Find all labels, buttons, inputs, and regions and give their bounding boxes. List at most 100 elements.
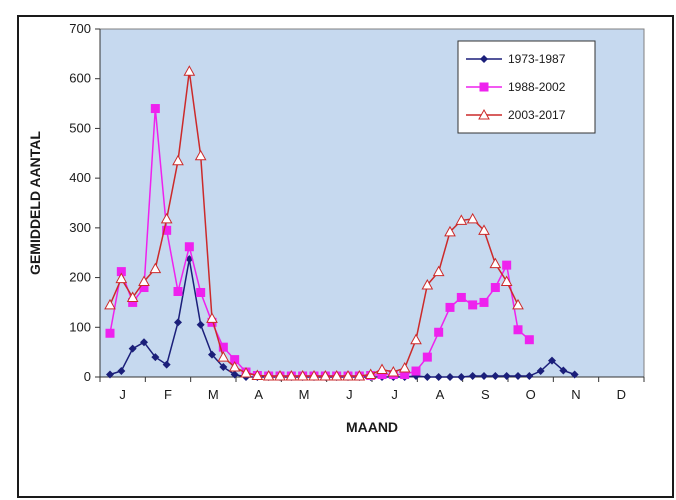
data-point bbox=[184, 242, 194, 252]
data-point bbox=[480, 55, 488, 63]
y-tick-label: 0 bbox=[84, 369, 91, 384]
data-point bbox=[173, 286, 183, 296]
legend-item: 1988-2002 bbox=[466, 80, 566, 94]
data-point bbox=[151, 353, 160, 362]
series-layer bbox=[104, 65, 579, 381]
data-point bbox=[489, 257, 502, 269]
data-point bbox=[285, 369, 298, 381]
data-point bbox=[196, 287, 206, 297]
data-point bbox=[387, 365, 400, 377]
data-point bbox=[139, 283, 149, 293]
data-point bbox=[230, 370, 239, 379]
data-point bbox=[174, 318, 182, 327]
data-point bbox=[400, 370, 410, 380]
data-point bbox=[206, 312, 218, 323]
data-point bbox=[514, 372, 522, 381]
x-tick-label: J bbox=[391, 387, 398, 402]
data-point bbox=[513, 325, 523, 335]
data-point bbox=[502, 372, 511, 381]
data-point bbox=[434, 373, 443, 381]
y-axis-title: GEMIDDELD AANTAL bbox=[27, 131, 43, 275]
data-point bbox=[480, 372, 488, 381]
data-point bbox=[217, 351, 230, 362]
x-tick-label: D bbox=[617, 387, 626, 402]
data-point bbox=[410, 333, 422, 345]
data-point bbox=[353, 369, 366, 381]
data-point bbox=[218, 342, 228, 352]
data-point bbox=[570, 370, 579, 379]
data-point bbox=[548, 356, 556, 365]
data-point bbox=[446, 373, 454, 381]
data-point bbox=[183, 65, 196, 76]
data-point bbox=[219, 363, 228, 372]
data-point bbox=[296, 369, 309, 381]
data-point bbox=[491, 372, 500, 381]
data-point bbox=[445, 302, 455, 312]
data-point bbox=[364, 368, 377, 380]
x-tick-label: A bbox=[254, 387, 263, 402]
x-tick-label: S bbox=[481, 387, 490, 402]
y-tick-label: 300 bbox=[69, 220, 91, 235]
y-tick-label: 100 bbox=[69, 319, 91, 334]
data-point bbox=[319, 369, 332, 381]
data-point bbox=[422, 352, 432, 362]
data-point bbox=[208, 350, 216, 359]
data-point bbox=[500, 275, 513, 287]
legend-item: 1973-1987 bbox=[466, 52, 566, 66]
data-point bbox=[502, 260, 512, 270]
data-point bbox=[115, 272, 128, 284]
x-tick-label: J bbox=[346, 387, 353, 402]
y-tick-label: 400 bbox=[69, 170, 91, 185]
data-point bbox=[230, 355, 240, 365]
x-tick-label: O bbox=[526, 387, 536, 402]
y-tick-label: 500 bbox=[69, 120, 91, 135]
data-point bbox=[116, 267, 126, 277]
x-axis-title: MAAND bbox=[346, 419, 398, 435]
legend: 1973-1987 1988-2002 2003-2017 bbox=[457, 40, 596, 134]
data-point bbox=[342, 369, 354, 381]
x-tick-label: M bbox=[208, 387, 219, 402]
legend-label: 1988-2002 bbox=[508, 80, 566, 94]
data-point bbox=[411, 366, 421, 376]
data-point bbox=[444, 225, 456, 237]
legend-label: 1973-1987 bbox=[508, 52, 566, 66]
data-point bbox=[468, 372, 477, 381]
data-point bbox=[398, 362, 411, 373]
x-tick-label: F bbox=[164, 387, 172, 402]
data-point bbox=[126, 291, 139, 302]
data-point bbox=[105, 328, 115, 338]
y-tick-label: 600 bbox=[69, 71, 91, 86]
data-point bbox=[478, 108, 490, 120]
data-point bbox=[432, 265, 445, 277]
data-point bbox=[117, 367, 126, 376]
legend-label: 2003-2017 bbox=[508, 108, 566, 122]
data-point bbox=[536, 367, 545, 376]
legend-item: 2003-2017 bbox=[466, 108, 566, 122]
data-point bbox=[150, 104, 160, 114]
data-point bbox=[479, 82, 489, 92]
data-point bbox=[149, 262, 162, 274]
data-point bbox=[128, 297, 138, 307]
data-point bbox=[138, 275, 150, 287]
data-point bbox=[434, 327, 444, 337]
data-point bbox=[457, 373, 466, 381]
data-point bbox=[468, 300, 478, 310]
data-point bbox=[162, 360, 171, 369]
data-point bbox=[240, 366, 252, 378]
data-point bbox=[172, 154, 184, 166]
data-point bbox=[423, 373, 432, 381]
data-point bbox=[228, 361, 241, 372]
data-point bbox=[466, 212, 479, 224]
y-tick-label: 200 bbox=[69, 270, 91, 285]
data-point bbox=[162, 225, 172, 235]
x-tick-label: J bbox=[119, 387, 126, 402]
data-point bbox=[160, 212, 173, 224]
data-point bbox=[559, 366, 568, 375]
data-point bbox=[308, 369, 320, 381]
data-point bbox=[330, 369, 343, 381]
data-point bbox=[128, 344, 137, 353]
y-axis-ticks: 0 100 200 300 400 500 600 700 bbox=[69, 21, 100, 384]
data-point bbox=[512, 298, 524, 310]
